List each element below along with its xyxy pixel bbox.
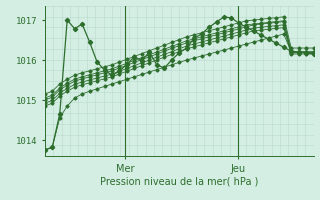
X-axis label: Pression niveau de la mer( hPa ): Pression niveau de la mer( hPa ): [100, 176, 258, 186]
